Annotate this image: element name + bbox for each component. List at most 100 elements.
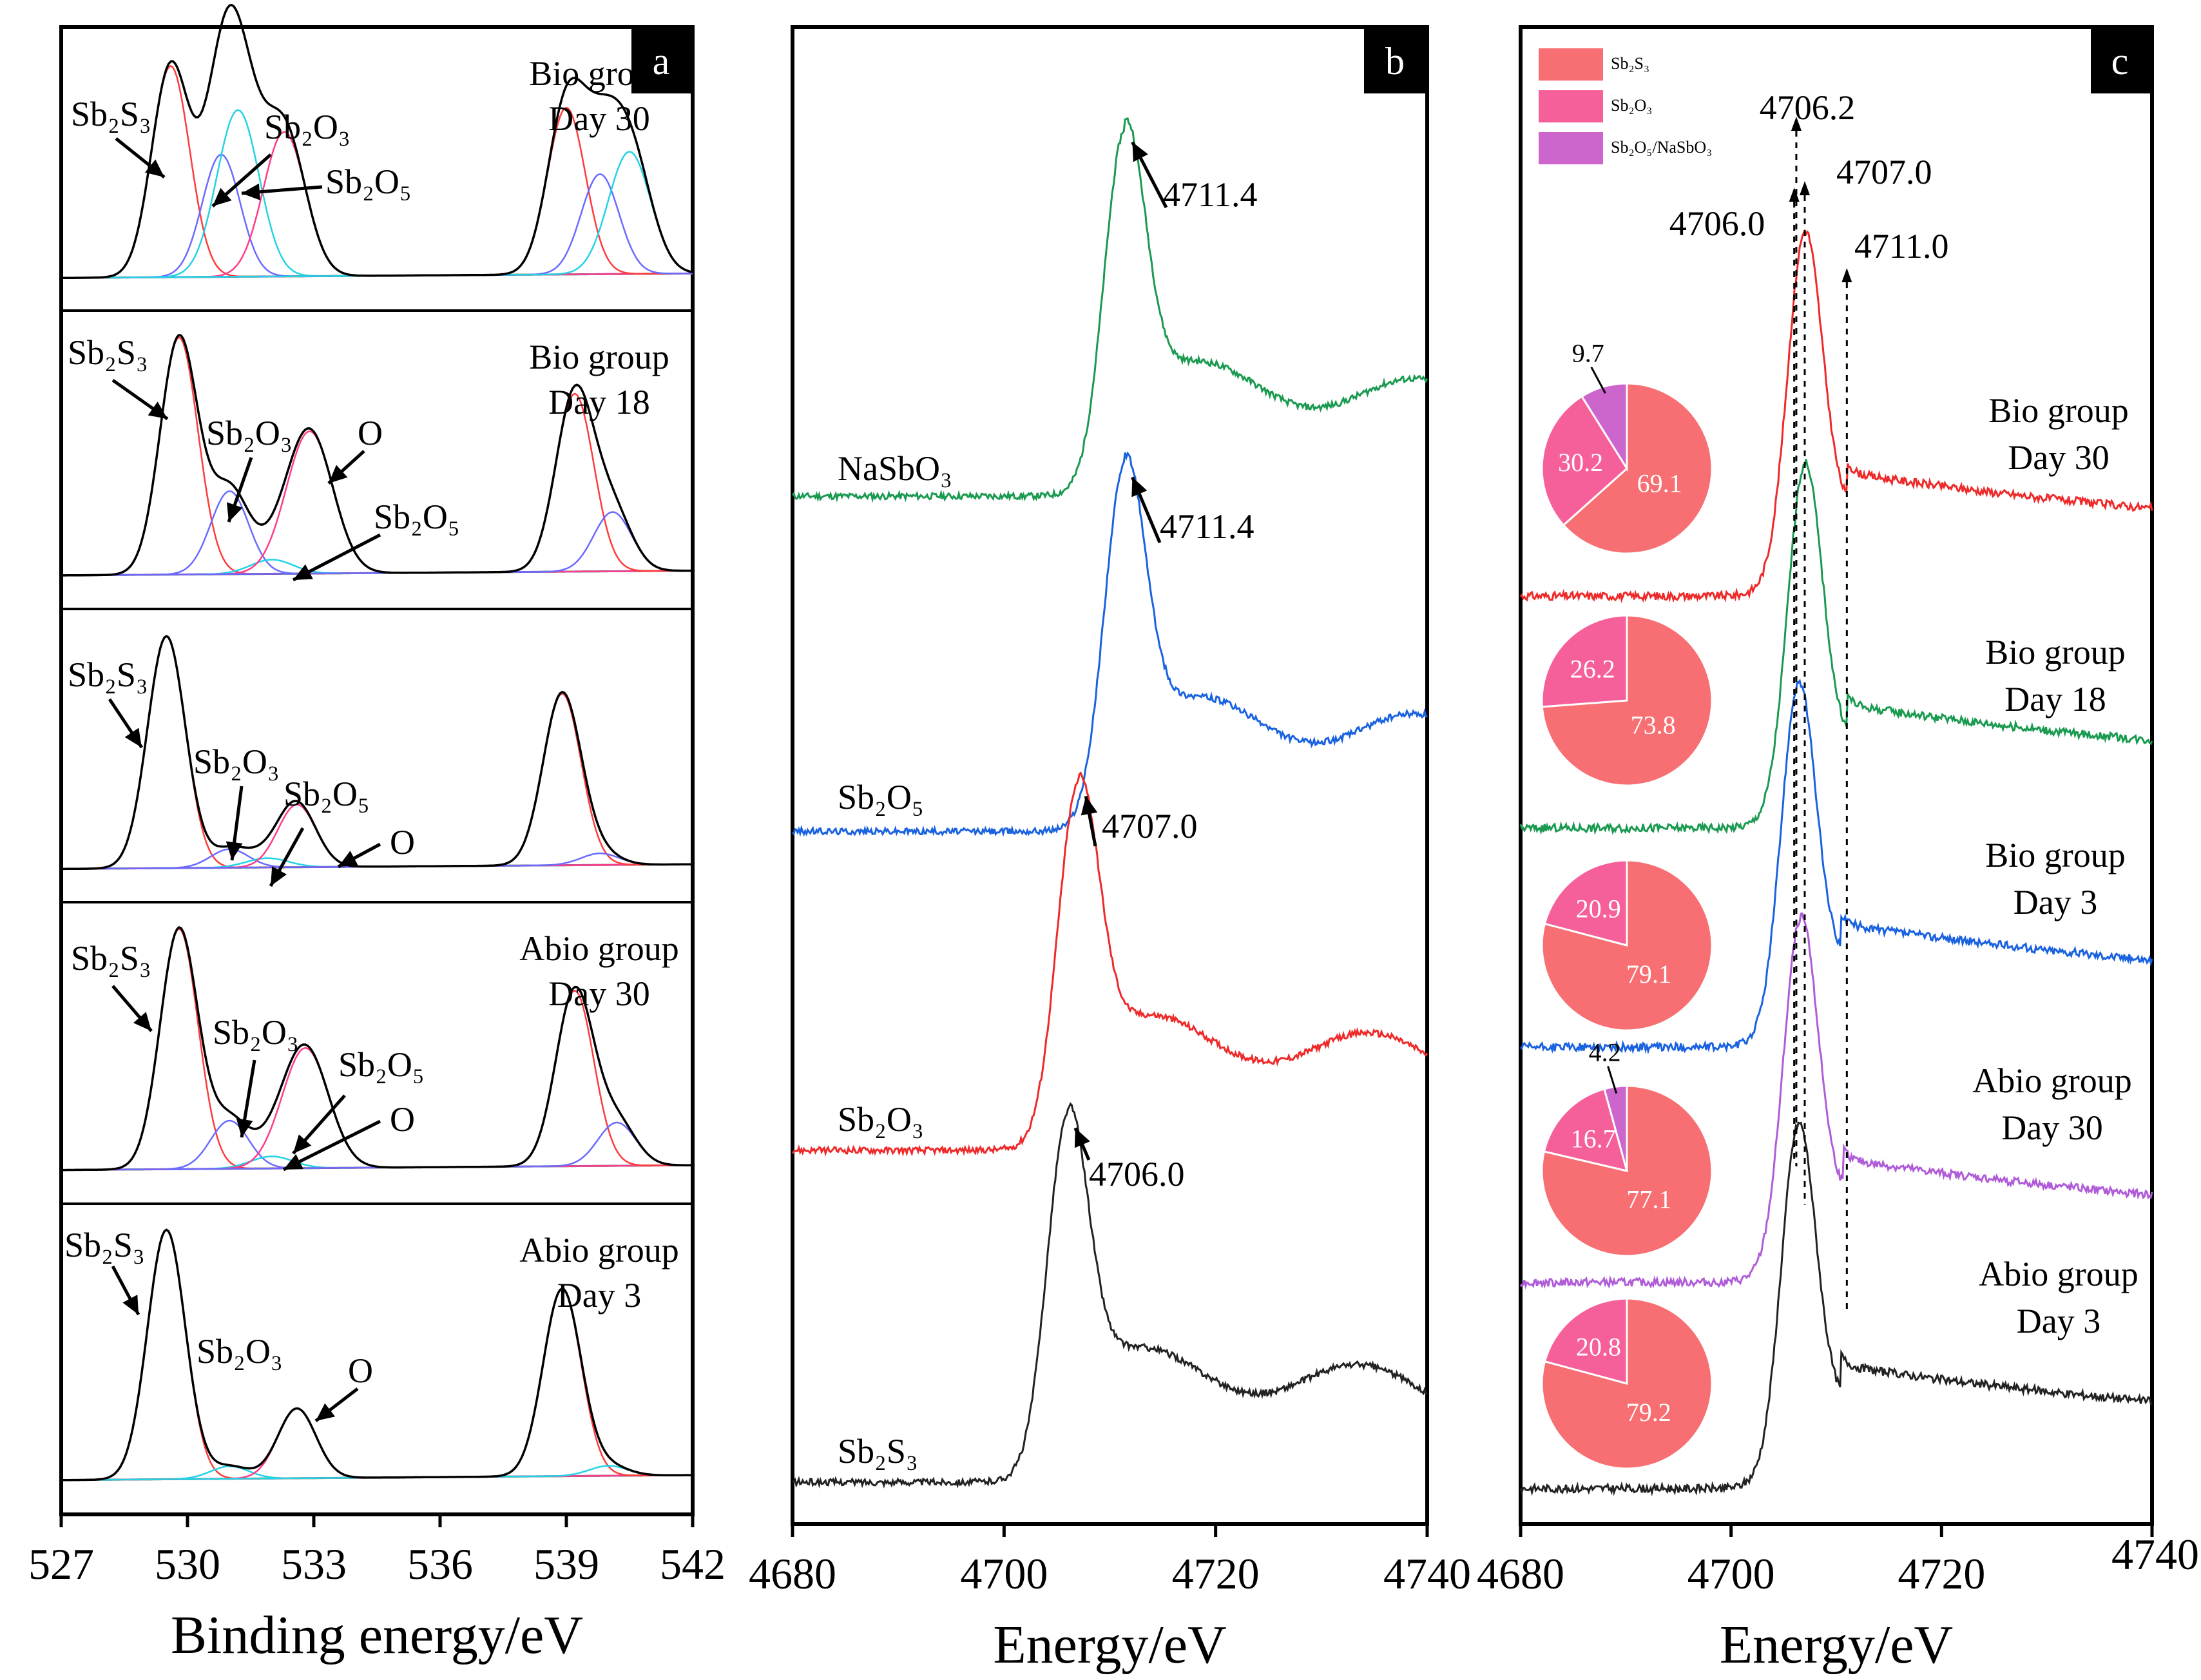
component-line — [61, 511, 693, 577]
envelope-line — [61, 634, 693, 871]
envelope-line — [61, 333, 693, 577]
annotation-arrow-head — [213, 188, 232, 206]
annotation-arrow — [236, 1059, 256, 1138]
annotation-arrow-head — [329, 465, 348, 483]
annotation-label: O — [390, 823, 415, 862]
x-tick-label: 539 — [533, 1540, 599, 1588]
annotation-label: Sb₂O₃ — [206, 414, 293, 452]
annotation-label: Sb₂O₅ — [325, 162, 412, 201]
peak-label: 4711.4 — [1163, 175, 1258, 214]
panel-a-spectrum: Abio group Day 3 — [61, 1228, 693, 1482]
panel-a-spectrum: Bio group Day 18 — [61, 333, 693, 577]
x-tick-label: 4740 — [1383, 1549, 1471, 1598]
reference-arrowhead — [1789, 188, 1800, 202]
group-label: Day 18 — [2004, 680, 2106, 719]
panel-a: Bio group Day 30 Bio group Day 18 Abio group… — [28, 3, 726, 1665]
peak-label: 4706.0 — [1089, 1155, 1185, 1193]
annotation-label: Sb₂O₃ — [264, 108, 351, 146]
envelope-line — [61, 926, 693, 1172]
pie-slice — [1543, 1297, 1628, 1385]
group-label: Bio group — [529, 338, 669, 376]
reference-line: 4707.0 — [1800, 153, 1932, 1205]
annotation-arrow — [292, 533, 381, 582]
annotation-arrow-head — [338, 851, 358, 867]
panel-b-spectrum: Sb₂O₃ 4707.0 — [791, 771, 1428, 1157]
group-label: Day 3 — [2014, 883, 2097, 922]
peak-arrow — [1081, 796, 1098, 847]
annotation-label: Sb₂O₃ — [213, 1013, 299, 1052]
reference-arrowhead — [1800, 181, 1810, 195]
x-tick-label: 4700 — [960, 1549, 1048, 1598]
annotation-arrow — [241, 183, 323, 200]
peak-arrow-head — [1074, 1128, 1090, 1148]
pie-value-label: 16.7 — [1571, 1125, 1616, 1154]
x-tick-label: 4720 — [1172, 1549, 1260, 1598]
reference-line: 4706.0 — [1669, 188, 1800, 1160]
pie-slice — [1543, 859, 1628, 947]
annotation-arrow — [327, 450, 365, 485]
pie-value-label: 9.7 — [1572, 339, 1604, 368]
annotation-arrow — [111, 1265, 140, 1316]
pie-value-label: 26.2 — [1570, 655, 1615, 684]
panel-c-spectrum: Bio group Day 18 73.8 26.2 — [1519, 459, 2153, 835]
panel-c-spectrum: Abio group Day 30 77.1 16.7 4.2 — [1519, 912, 2153, 1289]
x-tick-label: 533 — [281, 1540, 347, 1588]
pie-value-label: 20.8 — [1576, 1332, 1621, 1361]
x-tick-label: 4680 — [749, 1549, 836, 1598]
legend-label: Sb₂O₅/NaSbO₃ — [1611, 138, 1712, 157]
panel-label-bg — [1364, 29, 1425, 93]
pie-value-label: 79.1 — [1626, 960, 1671, 989]
pie-chart: 69.1 30.2 9.7 — [1541, 339, 1713, 555]
panel-b-spectrum: Sb₂S₃ 4706.0 — [792, 1102, 1428, 1489]
reference-label: 4711.0 — [1854, 227, 1949, 266]
x-tick-label: 530 — [155, 1540, 220, 1588]
group-label: Day 30 — [2008, 438, 2109, 477]
pie-value-label: 30.2 — [1558, 448, 1603, 477]
annotation-label: Sb₂S₃ — [71, 95, 151, 133]
panel-c: Bio group Day 30 69.1 30.2 9.7 Bio group Day 1… — [1477, 25, 2199, 1675]
panel-b: NaSbO₃ 4711.4 Sb₂O₅ 4711.4 Sb₂O₃ 4707.0 Sb₂S₃ 4… — [749, 25, 1471, 1675]
annotation-label: Sb₂O₅ — [374, 497, 460, 536]
x-axis-title: Energy/eV — [993, 1615, 1226, 1675]
panel-c-frame — [1519, 25, 2154, 1526]
group-label: Bio group — [1988, 391, 2129, 430]
legend-swatch — [1539, 132, 1603, 164]
component-line — [61, 692, 693, 870]
panel-label: a — [653, 40, 670, 82]
annotation-arrow — [269, 827, 305, 887]
peak-arrow — [1131, 141, 1168, 209]
x-tick-label: 527 — [28, 1540, 94, 1588]
annotation-label: O — [390, 1100, 415, 1139]
group-label: Bio group — [1985, 836, 2126, 874]
group-label: Abio group — [519, 929, 678, 968]
x-tick-label: 542 — [660, 1540, 726, 1588]
spectrum-line — [1520, 679, 2153, 1055]
annotation-arrow — [115, 137, 166, 179]
annotation-arrow — [211, 153, 272, 208]
annotation-label: Sb₂S₃ — [71, 939, 151, 978]
pie-value-label: 4.2 — [1589, 1038, 1621, 1067]
annotation-arrow — [108, 698, 144, 749]
pie-slice — [1603, 1085, 1628, 1172]
annotation-arrow-head — [133, 1012, 151, 1031]
panel-b-spectrum: Sb₂O₅ 4711.4 — [791, 451, 1428, 838]
reference-label: 4706.0 — [1669, 204, 1765, 243]
reference-label: 4706.2 — [1760, 88, 1856, 127]
annotation-label: O — [358, 414, 383, 452]
panel-a-frame — [59, 25, 695, 1516]
x-axis-title: Energy/eV — [1720, 1615, 1953, 1675]
group-label: Abio group — [1972, 1061, 2131, 1100]
reference-arrowhead — [1791, 117, 1802, 131]
reference-line: 4711.0 — [1841, 227, 1949, 1315]
annotation-arrow-head — [124, 728, 142, 748]
group-label: Day 30 — [548, 99, 649, 138]
pie-chart: 79.2 20.8 — [1541, 1297, 1713, 1470]
panel-c-spectrum: Bio group Day 3 79.1 20.9 — [1520, 679, 2153, 1055]
panel-a-spectrum: Abio group Day 30 — [61, 926, 693, 1172]
annotation-arrow — [226, 457, 253, 523]
reference-arrowhead — [1841, 268, 1852, 282]
group-label: Bio group — [1985, 633, 2126, 671]
series-label: Sb₂S₃ — [838, 1432, 918, 1471]
annotation-arrow — [292, 1094, 346, 1155]
annotation-arrow — [314, 1387, 359, 1422]
